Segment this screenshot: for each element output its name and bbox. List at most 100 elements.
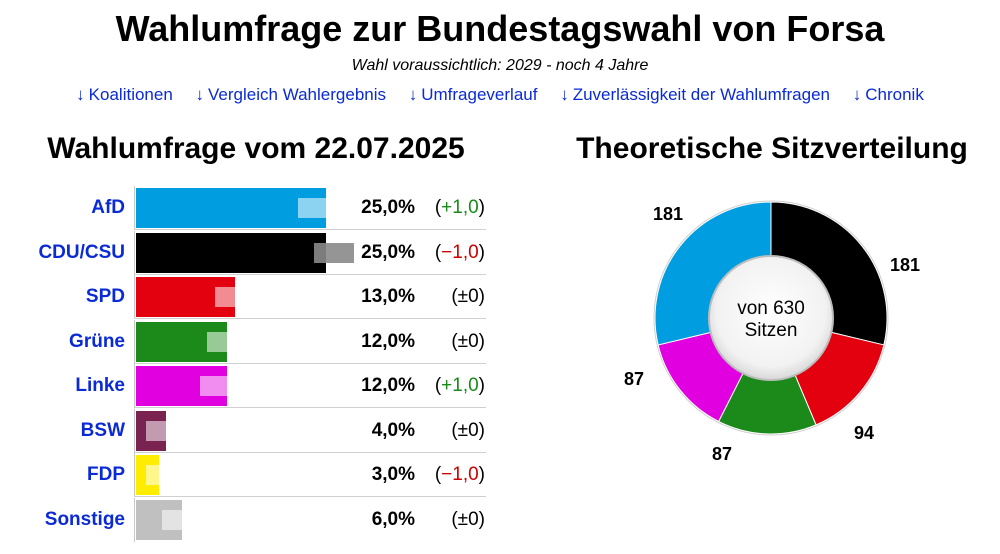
previous-value-mark	[214, 287, 255, 307]
change-paren-open: (	[451, 419, 458, 441]
change-label: (−1,0)	[425, 231, 485, 275]
change-value: +1,0	[441, 197, 479, 218]
change-label: (+1,0)	[425, 364, 485, 408]
previous-value-mark	[199, 376, 240, 396]
poll-row: Grüne 12,0% (±0)	[0, 319, 490, 364]
previous-value-mark	[298, 198, 339, 218]
nav-link-koalitionen[interactable]: ↓ Koalitionen	[76, 85, 173, 104]
party-label[interactable]: Sonstige	[44, 508, 125, 530]
change-paren-close: )	[478, 197, 485, 218]
seat-count-label: 87	[624, 369, 644, 389]
row-separator	[134, 362, 486, 364]
arrow-down-icon: ↓	[408, 85, 418, 104]
nav-link-vergleich[interactable]: ↓ Vergleich Wahlergebnis	[196, 85, 386, 104]
change-paren-close: )	[478, 286, 485, 307]
seat-distribution-heading: Theoretische Sitzverteilung	[576, 132, 968, 165]
change-paren-close: )	[478, 330, 485, 352]
value-label: 6,0%	[371, 508, 415, 530]
bar-axis-line	[134, 186, 135, 230]
party-label[interactable]: FDP	[87, 464, 125, 485]
change-paren-close: )	[478, 508, 485, 530]
change-label: (±0)	[425, 320, 485, 364]
change-label: (±0)	[425, 275, 485, 319]
bar-axis-line	[134, 319, 135, 364]
change-paren-open: (	[434, 464, 442, 485]
donut-outline	[653, 200, 889, 436]
page-subtitle: Wahl voraussichtlich: 2029 - noch 4 Jahr…	[351, 57, 649, 74]
nav-link-umfrageverlauf[interactable]: ↓ Umfrageverlauf	[409, 85, 538, 104]
nav-link-label: Vergleich Wahlergebnis	[208, 85, 386, 104]
change-paren-open: (	[451, 330, 458, 352]
value-label: 13,0%	[361, 286, 415, 307]
page-title: Wahlumfrage zur Bundestagswahl von Forsa	[115, 8, 885, 49]
bar-mark	[136, 188, 326, 228]
seat-count-label: 94	[854, 423, 874, 443]
arrow-down-icon: ↓	[560, 85, 569, 104]
poll-row: SPD 13,0% (±0)	[0, 275, 490, 319]
previous-value-mark	[161, 509, 202, 530]
previous-value-mark	[146, 420, 187, 441]
party-label[interactable]: Grüne	[69, 330, 125, 352]
row-separator	[134, 407, 486, 408]
poll-row: AfD 25,0% (+1,0)	[0, 186, 490, 230]
value-label: 25,0%	[361, 197, 415, 218]
party-label[interactable]: Linke	[75, 375, 125, 396]
nav-link-label: Zuverlässigkeit der Wahlumfragen	[572, 85, 830, 104]
change-value: ±0	[457, 330, 479, 352]
change-label: (−1,0)	[425, 453, 485, 497]
change-paren-open: (	[434, 375, 442, 396]
seat-count-label: 87	[712, 444, 732, 464]
bar-axis-line	[134, 364, 135, 408]
bar-axis-line	[134, 453, 135, 497]
value-label: 3,0%	[371, 464, 415, 485]
poll-row: Linke 12,0% (+1,0)	[0, 364, 490, 408]
seat-count-label: 181	[653, 204, 683, 224]
poll-heading: Wahlumfrage vom 22.07.2025	[47, 132, 465, 165]
party-label[interactable]: SPD	[85, 286, 125, 307]
value-label: 12,0%	[361, 375, 415, 396]
arrow-down-icon: ↓	[852, 85, 862, 104]
bar-axis-line	[134, 230, 135, 275]
row-separator	[134, 229, 486, 230]
anchor-nav: ↓ Koalitionen ↓ Vergleich Wahlergebnis ↓ Um…	[0, 84, 1000, 106]
bar-axis-line	[134, 497, 135, 542]
row-separator	[134, 451, 486, 453]
change-value: −1,0	[441, 464, 479, 485]
value-label: 4,0%	[371, 419, 415, 441]
seat-count-label: 181	[890, 255, 920, 275]
previous-value-mark	[207, 331, 248, 352]
change-paren-open: (	[434, 241, 442, 263]
bar-axis-line	[134, 275, 135, 319]
change-value: ±0	[457, 419, 479, 441]
change-paren-close: )	[478, 464, 485, 485]
nav-link-label: Chronik	[865, 85, 924, 104]
change-value: ±0	[457, 286, 479, 307]
change-paren-open: (	[451, 508, 458, 530]
nav-link-zuverlaessigkeit[interactable]: ↓ Zuverlässigkeit der Wahlumfragen	[560, 85, 830, 104]
bar-axis-line	[134, 408, 135, 453]
party-label[interactable]: CDU/CSU	[38, 241, 125, 263]
arrow-down-icon: ↓	[76, 85, 85, 104]
poll-row: BSW 4,0% (±0)	[0, 408, 490, 453]
row-separator	[134, 496, 486, 497]
previous-value-mark	[313, 242, 354, 263]
donut-center-label: von 630	[737, 298, 805, 319]
donut-center-disc	[708, 255, 834, 381]
poll-row: FDP 3,0% (−1,0)	[0, 453, 490, 497]
change-value: −1,0	[441, 241, 479, 263]
change-paren-open: (	[451, 286, 458, 307]
party-label[interactable]: BSW	[80, 419, 125, 441]
bar-mark	[136, 232, 326, 273]
nav-link-label: Umfrageverlauf	[421, 85, 538, 104]
row-separator	[134, 318, 486, 319]
poll-row: CDU/CSU 25,0% (−1,0)	[0, 230, 490, 275]
party-label[interactable]: AfD	[91, 197, 125, 218]
poll-row: Sonstige 6,0% (±0)	[0, 497, 490, 542]
donut-center-label: Sitzen	[745, 320, 798, 341]
change-label: (+1,0)	[425, 186, 485, 230]
change-paren-open: (	[434, 197, 442, 218]
change-label: (±0)	[425, 409, 485, 453]
nav-link-chronik[interactable]: ↓ Chronik	[853, 85, 924, 104]
change-paren-close: )	[478, 375, 485, 396]
